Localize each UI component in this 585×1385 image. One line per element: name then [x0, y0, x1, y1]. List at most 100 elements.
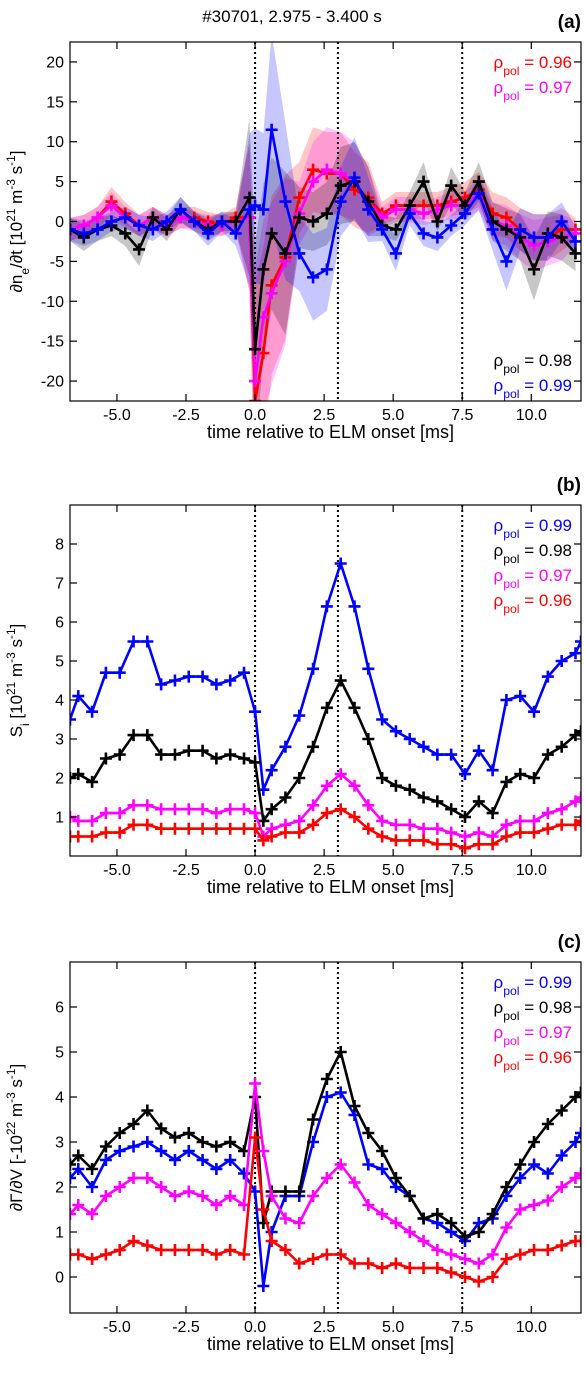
data-point	[293, 709, 306, 722]
data-point	[86, 1208, 99, 1220]
data-point	[249, 1131, 262, 1144]
data-point	[472, 1275, 485, 1288]
legend-subscript: pol	[503, 1034, 519, 1048]
data-point	[72, 1149, 85, 1162]
data-point	[86, 705, 99, 718]
legend-value: = 0.97	[520, 1023, 572, 1042]
data-point	[279, 1244, 292, 1256]
data-point	[458, 830, 471, 843]
ylabel-superscript: 22	[4, 1121, 18, 1135]
y-tick-label: -10	[41, 294, 64, 311]
data-point	[376, 1262, 389, 1274]
data-point	[70, 223, 76, 236]
data-point	[445, 838, 458, 851]
data-point	[307, 799, 320, 812]
y-tick-label: 0	[55, 214, 64, 231]
data-point	[320, 701, 333, 714]
y-tick-label: 4	[55, 1090, 64, 1107]
data-point	[141, 1172, 154, 1184]
legend-value: = 0.99	[520, 516, 572, 535]
data-point	[307, 271, 320, 284]
data-point	[431, 1262, 444, 1274]
data-point	[458, 207, 471, 220]
x-tick-label: 5.0	[382, 862, 404, 879]
data-point	[99, 666, 112, 679]
data-point	[155, 803, 168, 816]
data-point	[77, 227, 90, 240]
data-point	[458, 1230, 471, 1243]
data-point	[224, 1244, 237, 1256]
data-point	[417, 175, 430, 188]
x-tick-label: 10.0	[516, 407, 547, 424]
data-point	[500, 830, 513, 843]
data-point	[91, 211, 104, 224]
data-point	[431, 838, 444, 851]
data-point	[146, 211, 159, 224]
data-point	[514, 690, 527, 703]
data-point	[376, 223, 389, 236]
legend-subscript: pol	[503, 362, 519, 376]
data-point	[249, 807, 262, 820]
data-point	[569, 247, 581, 260]
data-point	[210, 822, 223, 835]
y-tick-label: 3	[55, 1135, 64, 1152]
data-point	[72, 814, 85, 827]
data-point	[575, 814, 581, 827]
data-point	[555, 1239, 568, 1252]
data-point	[293, 247, 306, 260]
x-tick-label: 0.0	[244, 407, 266, 424]
data-point	[141, 1239, 154, 1252]
data-point	[389, 1172, 402, 1184]
data-point	[265, 227, 278, 240]
data-point	[182, 670, 195, 683]
data-point	[417, 1212, 430, 1225]
data-point	[431, 748, 444, 761]
uncertainty-band	[70, 127, 576, 401]
legend-subscript: pol	[503, 602, 519, 616]
data-point	[265, 1235, 278, 1247]
data-point	[72, 1163, 85, 1175]
y-tick-label: -15	[41, 334, 64, 351]
data-point	[458, 1253, 471, 1265]
data-point	[528, 263, 541, 276]
data-point	[389, 223, 402, 236]
data-point	[541, 1167, 554, 1180]
data-point	[168, 1244, 181, 1256]
panel-b: -5.0 -2.5 0.0 2.5 5.0 7.5 10.0 1 2 3 4 5 6 7 8 time rel…	[4, 475, 582, 897]
data-point	[119, 211, 132, 224]
data-point	[238, 803, 251, 816]
y-tick-label: 2	[55, 771, 64, 788]
data-point	[362, 822, 375, 835]
data-point	[265, 1190, 278, 1202]
data-point	[541, 822, 554, 835]
y-tick-label: 7	[55, 576, 64, 593]
data-point	[389, 779, 402, 792]
data-point	[528, 814, 541, 827]
x-tick-label: -2.5	[172, 1319, 200, 1336]
series-line	[70, 772, 581, 838]
data-point	[320, 207, 333, 220]
data-point	[569, 647, 581, 660]
data-point	[431, 1244, 444, 1256]
data-point	[445, 179, 458, 192]
data-point	[249, 1077, 262, 1090]
data-point	[113, 666, 126, 679]
panel-label: (c)	[558, 932, 581, 953]
data-point	[541, 1118, 554, 1130]
data-point	[458, 1271, 471, 1283]
data-point	[113, 1244, 126, 1256]
data-point	[133, 243, 146, 256]
data-point	[376, 772, 389, 784]
data-point	[113, 1127, 126, 1139]
data-point	[307, 163, 320, 176]
data-point	[320, 1172, 333, 1184]
data-point	[555, 803, 568, 816]
legend-value: = 0.98	[520, 541, 572, 560]
data-point	[72, 768, 85, 781]
data-point	[389, 834, 402, 847]
data-point	[307, 662, 320, 675]
data-point	[348, 779, 361, 792]
data-point	[224, 1154, 237, 1166]
x-tick-label: 2.5	[313, 1319, 335, 1336]
data-point	[362, 203, 375, 216]
